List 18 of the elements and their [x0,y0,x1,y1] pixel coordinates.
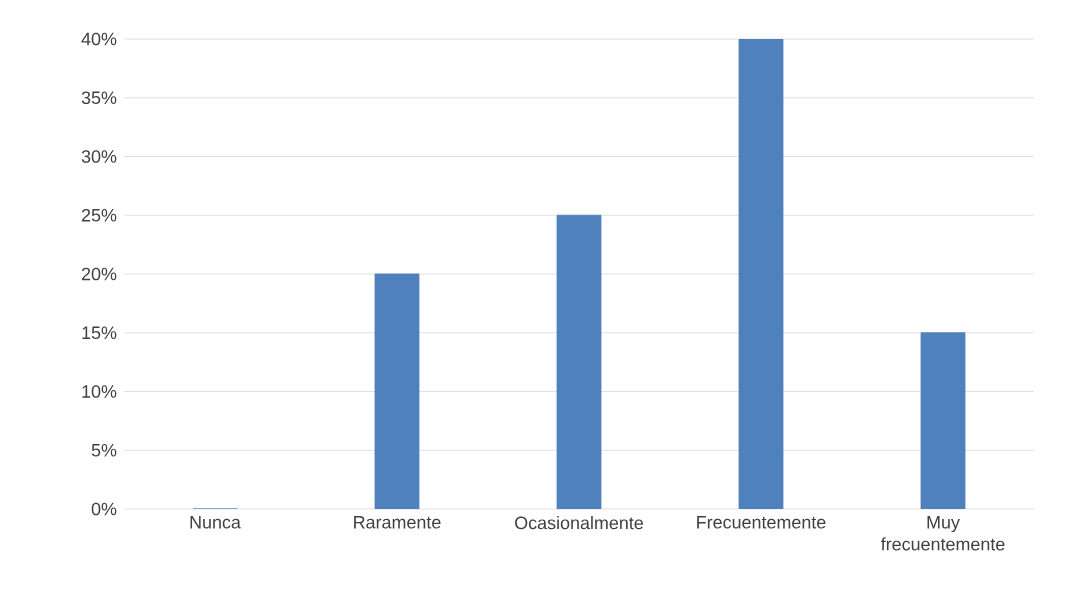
x-tick-label: Frecuentemente [697,516,826,529]
y-tick-label: 35% [81,91,117,105]
y-tick-label: 40% [81,32,117,46]
y-tick-label: 0% [91,502,117,516]
x-tick-label: Ocasionalmente [515,516,643,530]
bar [556,214,602,509]
y-tick-label: 20% [81,267,117,281]
x-tick-label: Nunca [190,516,241,529]
y-tick-label: 5% [91,443,117,457]
y-tick-label: 15% [82,326,117,340]
bar [920,332,966,509]
bar [738,39,784,509]
y-tick-label: 30% [81,150,117,163]
x-tick-label: Muy frecuentemente [880,516,1005,551]
x-tick-label: Raramente [354,516,441,529]
bar [374,273,420,509]
y-tick-label: 10% [82,385,117,398]
y-tick-label: 25% [81,208,117,222]
